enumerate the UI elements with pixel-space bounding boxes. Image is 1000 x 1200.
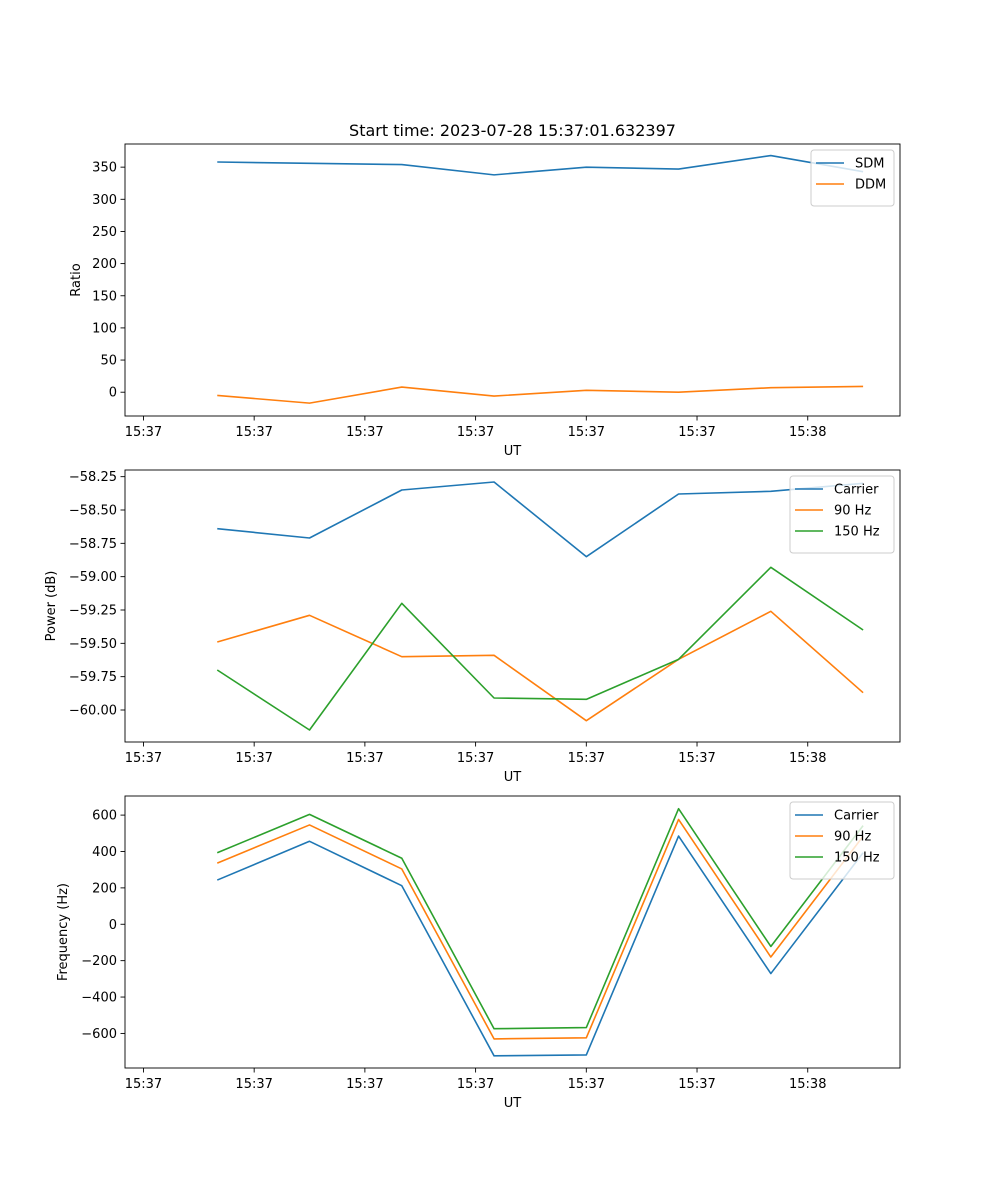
y-axis-label: Ratio [69, 263, 84, 296]
y-tick-label: −59.25 [69, 604, 117, 619]
chart-panel-3: 15:37 15:37 15:37 15:37 15:37 15:37 15:38 −600 −… [56, 795, 901, 1111]
y-tick-label: −59.00 [69, 570, 117, 585]
x-tick-label: 15:37 [346, 1077, 383, 1092]
chart-panel-2: 15:37 15:37 15:37 15:37 15:37 15:37 15:38 −60.0… [44, 469, 901, 785]
legend: Carrier 90 Hz 150 Hz [789, 801, 895, 880]
y-tick-label: 200 [92, 257, 117, 272]
legend-label: Carrier [834, 483, 879, 498]
x-tick-label: 15:38 [789, 425, 826, 440]
legend-box [810, 149, 895, 207]
x-tick-label: 15:38 [789, 751, 826, 766]
x-tick-label: 15:37 [125, 1077, 162, 1092]
legend-box [789, 475, 895, 554]
x-tick-label: 15:37 [568, 425, 605, 440]
x-axis-label: UT [504, 444, 522, 459]
axes-frame [124, 143, 901, 417]
y-tick-label: 100 [92, 321, 117, 336]
y-tick-label: 400 [92, 845, 117, 860]
series-line-ddm [217, 385, 864, 404]
series-line-90-hz [217, 610, 864, 722]
y-tick-label: 50 [100, 354, 117, 369]
x-axis-label: UT [504, 770, 522, 785]
x-tick-label: 15:37 [235, 1077, 272, 1092]
x-tick-label: 15:37 [125, 751, 162, 766]
series-line-carrier [216, 835, 864, 1057]
legend-box [789, 801, 895, 880]
figure-title: Start time: 2023-07-28 15:37:01.632397 [349, 121, 676, 140]
y-tick-label: −58.50 [69, 504, 117, 519]
y-tick-label: 0 [109, 918, 117, 933]
y-tick-label: 200 [92, 881, 117, 896]
y-tick-label: 600 [92, 809, 117, 824]
legend-label: SDM [855, 157, 884, 172]
legend-label: 90 Hz [834, 504, 871, 519]
y-tick-label: −58.75 [69, 537, 117, 552]
x-tick-label: 15:37 [125, 425, 162, 440]
y-tick-label: 300 [92, 193, 117, 208]
series-line-150-hz [216, 566, 864, 731]
x-tick-label: 15:38 [789, 1077, 826, 1092]
x-tick-label: 15:37 [235, 425, 272, 440]
x-tick-label: 15:37 [678, 751, 715, 766]
x-tick-label: 15:37 [678, 1077, 715, 1092]
y-axis-label: Frequency (Hz) [56, 883, 71, 981]
y-tick-label: −200 [81, 954, 117, 969]
axes-frame [124, 469, 901, 743]
axes-frame [124, 795, 901, 1069]
legend-label: Carrier [834, 809, 879, 824]
y-tick-label: 150 [92, 289, 117, 304]
legend: SDM DDM [810, 149, 895, 207]
x-tick-label: 15:37 [346, 751, 383, 766]
chart-panel-1: 15:37 15:37 15:37 15:37 15:37 15:37 15:38 0 50 10… [69, 143, 901, 459]
y-tick-label: 350 [92, 161, 117, 176]
x-tick-label: 15:37 [568, 1077, 605, 1092]
x-axis-label: UT [504, 1096, 522, 1111]
series-line-90-hz [216, 818, 864, 1040]
x-tick-label: 15:37 [457, 425, 494, 440]
y-tick-label: −59.50 [69, 637, 117, 652]
y-tick-label: −400 [81, 991, 117, 1006]
y-tick-label: 0 [109, 386, 117, 401]
legend-label: DDM [855, 178, 886, 193]
series-line-150-hz [216, 807, 864, 1030]
x-tick-label: 15:37 [678, 425, 715, 440]
series-line-carrier [217, 481, 864, 558]
x-tick-label: 15:37 [235, 751, 272, 766]
series-line-sdm [217, 154, 864, 176]
legend: Carrier 90 Hz 150 Hz [789, 475, 895, 554]
legend-label: 150 Hz [834, 851, 880, 866]
y-tick-label: −60.00 [69, 704, 117, 719]
y-tick-label: −58.25 [69, 470, 117, 485]
legend-label: 90 Hz [834, 830, 871, 845]
y-axis-label: Power (dB) [44, 571, 59, 642]
legend-label: 150 Hz [834, 525, 880, 540]
x-tick-label: 15:37 [568, 751, 605, 766]
y-tick-label: 250 [92, 225, 117, 240]
x-tick-label: 15:37 [457, 751, 494, 766]
y-tick-label: −59.75 [69, 670, 117, 685]
x-tick-label: 15:37 [457, 1077, 494, 1092]
x-tick-label: 15:37 [346, 425, 383, 440]
y-tick-label: −600 [81, 1027, 117, 1042]
